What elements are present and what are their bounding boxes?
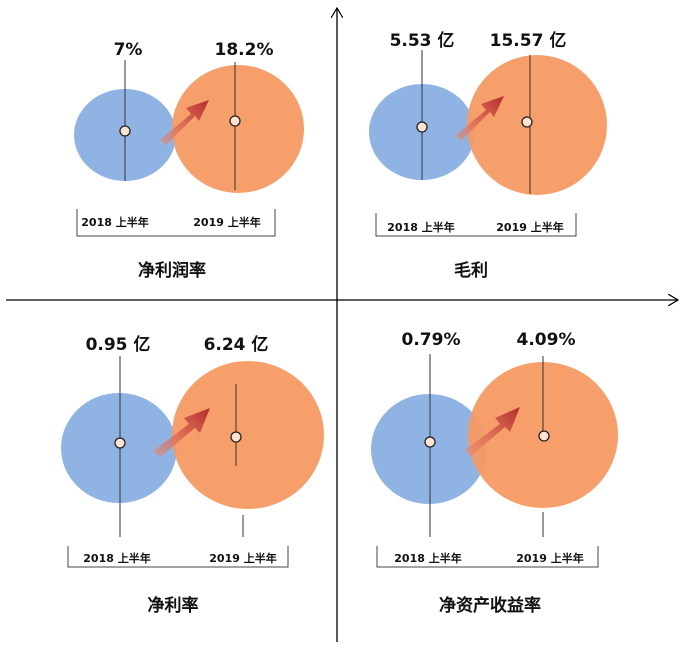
quadrant-title: 净利润率 — [138, 260, 206, 281]
value-2018: 0.79% — [402, 330, 461, 350]
year-bracket — [67, 546, 289, 568]
quadrant-net-profit: 0.95 亿 6.24 亿 2018 上半年 2019 上半年 净利率 — [61, 334, 324, 616]
quadrant-title: 毛利 — [454, 260, 488, 281]
dot-2018 — [424, 436, 436, 448]
growth-arrow — [455, 96, 504, 141]
quadrant-roe: 0.79% 4.09% 2018 上半年 2019 上半年 净资产收益率 — [371, 330, 618, 616]
value-2018: 5.53 亿 — [390, 30, 455, 51]
label-2019: 2019 上半年 — [516, 551, 583, 565]
growth-arrow — [160, 100, 209, 145]
dot-2019 — [538, 430, 550, 442]
circle-2019 — [467, 55, 607, 195]
dot-2019 — [229, 115, 241, 127]
value-2019: 6.24 亿 — [204, 334, 269, 355]
growth-arrow — [153, 408, 210, 457]
circle-2018 — [371, 394, 487, 504]
label-2019: 2019 上半年 — [209, 551, 276, 565]
value-2018: 7% — [114, 40, 143, 60]
dot-2018 — [119, 125, 131, 137]
quadrant-title: 净利率 — [148, 595, 199, 616]
quadrant-net-profit-margin: 7% 18.2% 2018 上半年 2019 上半年 净利润率 — [74, 40, 304, 281]
label-2018: 2018 上半年 — [81, 215, 148, 229]
dot-2019 — [230, 431, 242, 443]
value-2019: 4.09% — [517, 330, 576, 350]
value-2019: 15.57 亿 — [490, 30, 567, 51]
quadrant-gross-profit: 5.53 亿 15.57 亿 2018 上半年 2019 上半年 毛利 — [369, 30, 607, 281]
value-2019: 18.2% — [215, 40, 274, 60]
quadrant-title: 净资产收益率 — [439, 595, 541, 616]
label-2018: 2018 上半年 — [394, 551, 461, 565]
year-bracket — [76, 209, 276, 237]
label-2019: 2019 上半年 — [496, 220, 563, 234]
dot-2018 — [416, 121, 428, 133]
value-2018: 0.95 亿 — [86, 334, 151, 355]
year-bracket — [375, 213, 577, 237]
circle-2019 — [172, 65, 304, 193]
label-2019: 2019 上半年 — [193, 215, 260, 229]
label-2018: 2018 上半年 — [387, 220, 454, 234]
growth-arrow — [465, 407, 520, 456]
dot-2019 — [521, 116, 533, 128]
dot-2018 — [114, 437, 126, 449]
circle-2019 — [172, 361, 324, 509]
label-2018: 2018 上半年 — [83, 551, 150, 565]
year-bracket — [376, 546, 599, 568]
